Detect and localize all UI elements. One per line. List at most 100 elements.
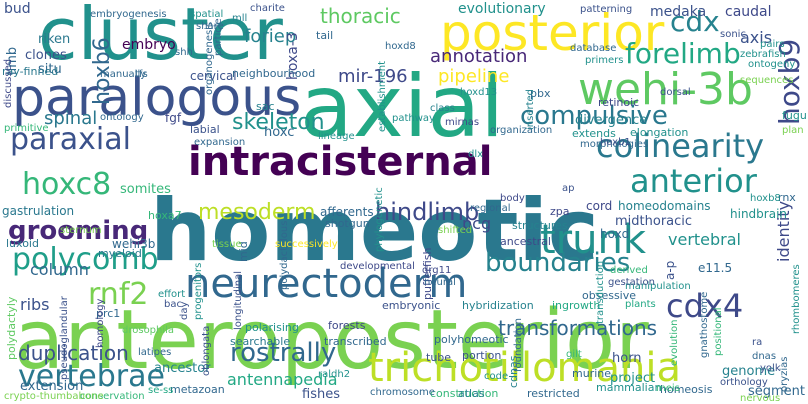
word: grooming bbox=[8, 216, 149, 246]
word: anterior bbox=[630, 162, 757, 200]
word: anteroposterior bbox=[14, 293, 649, 388]
word: ontogeny bbox=[748, 59, 796, 70]
word: wehi-3b bbox=[578, 64, 753, 115]
word: vertebral bbox=[668, 230, 741, 249]
word: hindbrain bbox=[730, 207, 788, 221]
word: dnas bbox=[752, 351, 777, 362]
word: shifted bbox=[438, 225, 473, 236]
word: code bbox=[484, 371, 509, 382]
word: spatial bbox=[190, 9, 224, 20]
word: rnf2 bbox=[88, 277, 149, 312]
word: organization bbox=[490, 125, 553, 136]
word: cervical bbox=[190, 69, 237, 83]
word: myeloid bbox=[98, 247, 142, 260]
word: hoxa7 bbox=[148, 209, 182, 222]
word: raldh2 bbox=[318, 369, 351, 380]
word: pipeline bbox=[438, 66, 510, 87]
word: obsessive bbox=[582, 289, 637, 302]
word: discussed bbox=[3, 58, 14, 108]
word: e11.5 bbox=[698, 261, 733, 275]
word: homology bbox=[95, 298, 106, 348]
word: hybridization bbox=[462, 299, 534, 312]
word: establishment bbox=[377, 60, 388, 132]
word: shh bbox=[175, 47, 193, 58]
word: evolutionary bbox=[458, 1, 546, 17]
word: bud bbox=[4, 1, 31, 17]
word: zpa bbox=[550, 205, 570, 218]
word: mir-196 bbox=[338, 66, 408, 87]
word: cord bbox=[586, 199, 613, 213]
word: labial bbox=[190, 123, 220, 136]
word: cluster bbox=[38, 0, 283, 76]
word: database bbox=[570, 43, 617, 54]
word: hoxd bbox=[600, 227, 630, 241]
word: body bbox=[500, 193, 525, 204]
word: polycomb bbox=[12, 242, 159, 277]
word: effort bbox=[158, 289, 186, 300]
word: lineage bbox=[318, 131, 355, 142]
word: midthoracic bbox=[615, 214, 693, 229]
word: drosophila bbox=[122, 325, 175, 336]
word: chromosome bbox=[370, 387, 435, 398]
word: tfs bbox=[135, 69, 148, 80]
word: ancestor bbox=[154, 361, 211, 376]
word: prc1 bbox=[96, 307, 121, 320]
word: rostrally bbox=[230, 338, 337, 368]
word: hindlimb bbox=[375, 198, 480, 226]
word: vertebrae bbox=[18, 359, 165, 394]
word: homeosis bbox=[660, 383, 713, 396]
word: orthology bbox=[720, 377, 768, 388]
word: colinearity bbox=[596, 127, 765, 165]
word: medaka bbox=[650, 4, 707, 20]
word: transcribed bbox=[324, 335, 387, 348]
word: sternum bbox=[60, 225, 102, 236]
word: patterning bbox=[580, 4, 633, 15]
word: plan bbox=[782, 125, 804, 136]
word: ray-finned bbox=[2, 65, 59, 78]
word: regional bbox=[470, 203, 511, 214]
word: cdx4 bbox=[666, 287, 744, 325]
word: sac bbox=[256, 100, 275, 113]
word: sequences bbox=[740, 75, 794, 86]
word: transformations bbox=[498, 316, 658, 340]
word: dlx bbox=[468, 149, 484, 160]
word: skeleton bbox=[232, 110, 325, 135]
word: phylogenetic bbox=[374, 187, 385, 252]
word: derived bbox=[610, 265, 648, 276]
word: primitive bbox=[4, 123, 49, 134]
word: project bbox=[610, 371, 656, 386]
word: fugu bbox=[782, 109, 807, 122]
word: successively bbox=[275, 239, 338, 250]
word: meis bbox=[656, 383, 680, 394]
word: oblongata bbox=[201, 325, 212, 376]
word: polydactylous bbox=[279, 220, 290, 290]
word: trichotillomania bbox=[368, 345, 682, 391]
word: homeotic bbox=[150, 181, 599, 281]
word: hoxc bbox=[264, 125, 295, 140]
word: axial bbox=[300, 57, 505, 157]
word: pcg bbox=[462, 214, 492, 233]
word: gastrulation bbox=[2, 204, 75, 218]
word: charite bbox=[250, 3, 285, 14]
word: evolution bbox=[669, 319, 680, 366]
word: foriep bbox=[244, 26, 297, 47]
word: ribs bbox=[20, 295, 50, 314]
word: rnx bbox=[778, 191, 796, 204]
word: atlas bbox=[458, 387, 485, 400]
word: share bbox=[196, 21, 224, 32]
word: primers bbox=[585, 55, 624, 66]
word: longitudinal bbox=[233, 271, 244, 330]
word: cdx bbox=[670, 5, 720, 38]
word: retinoic bbox=[598, 96, 640, 109]
word: bac bbox=[164, 299, 182, 310]
word: crypto-thumbabone bbox=[4, 391, 104, 402]
word: column bbox=[30, 260, 89, 279]
word: expansion bbox=[194, 137, 246, 148]
word: annotation bbox=[430, 46, 528, 67]
word: gestation bbox=[608, 277, 655, 288]
word: embryonic bbox=[382, 299, 441, 312]
word: forests bbox=[328, 319, 366, 332]
word: portion bbox=[462, 349, 502, 362]
word: latipes bbox=[138, 347, 172, 358]
